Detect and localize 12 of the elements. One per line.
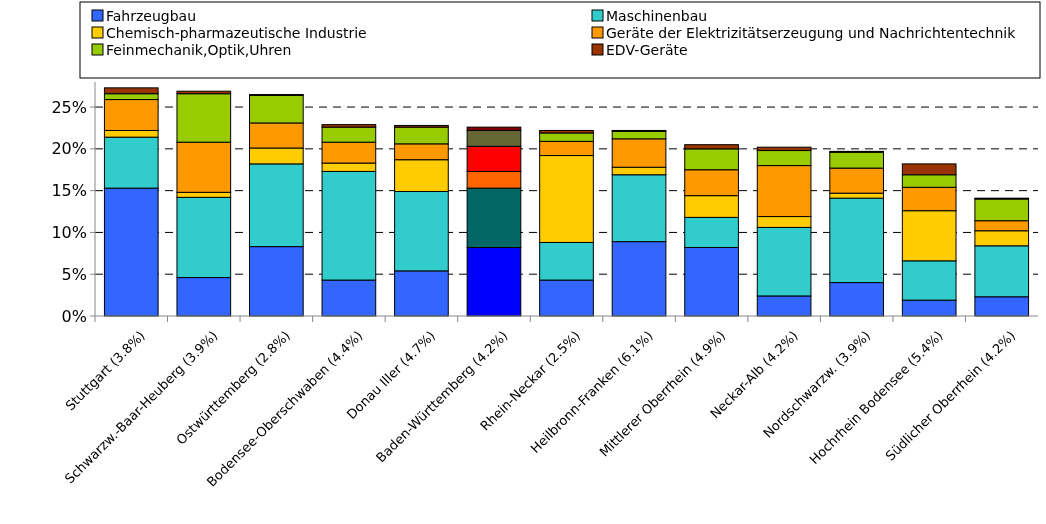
legend-label: EDV-Geräte	[606, 41, 688, 58]
y-tick-label: 5%	[61, 264, 87, 284]
y-tick-label: 20%	[51, 139, 87, 159]
y-tick-label: 25%	[51, 97, 87, 117]
legend-label: Geräte der Elektrizitätserzeugung und Nachrichtentechnik	[606, 24, 1017, 41]
y-tick-label: 15%	[51, 181, 87, 201]
legend-label: Maschinenbau	[606, 7, 708, 24]
legend-label: Feinmechanik,Optik,Uhren	[106, 41, 292, 58]
y-tick-label: 0%	[61, 306, 87, 326]
legend-label: Fahrzeugbau	[106, 7, 197, 24]
y-tick-label: 10%	[51, 223, 87, 243]
legend-label: Chemisch-pharmazeutische Industrie	[106, 24, 367, 41]
